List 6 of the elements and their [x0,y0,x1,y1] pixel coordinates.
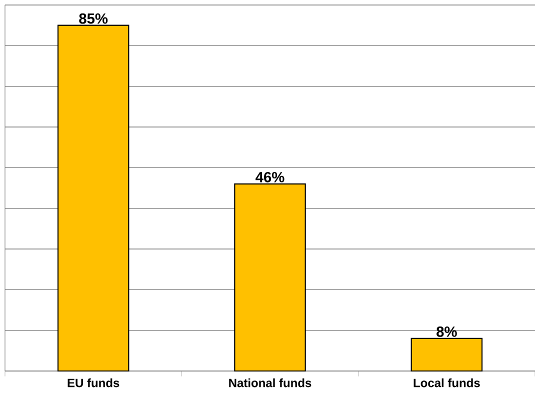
x-tick-label: Local funds [414,378,480,388]
data-label: 46% [256,172,284,182]
x-tick-label: EU funds [68,378,120,388]
data-label: 8% [436,326,457,337]
data-label: 85% [79,13,108,24]
x-tick-label: National funds [229,378,312,388]
